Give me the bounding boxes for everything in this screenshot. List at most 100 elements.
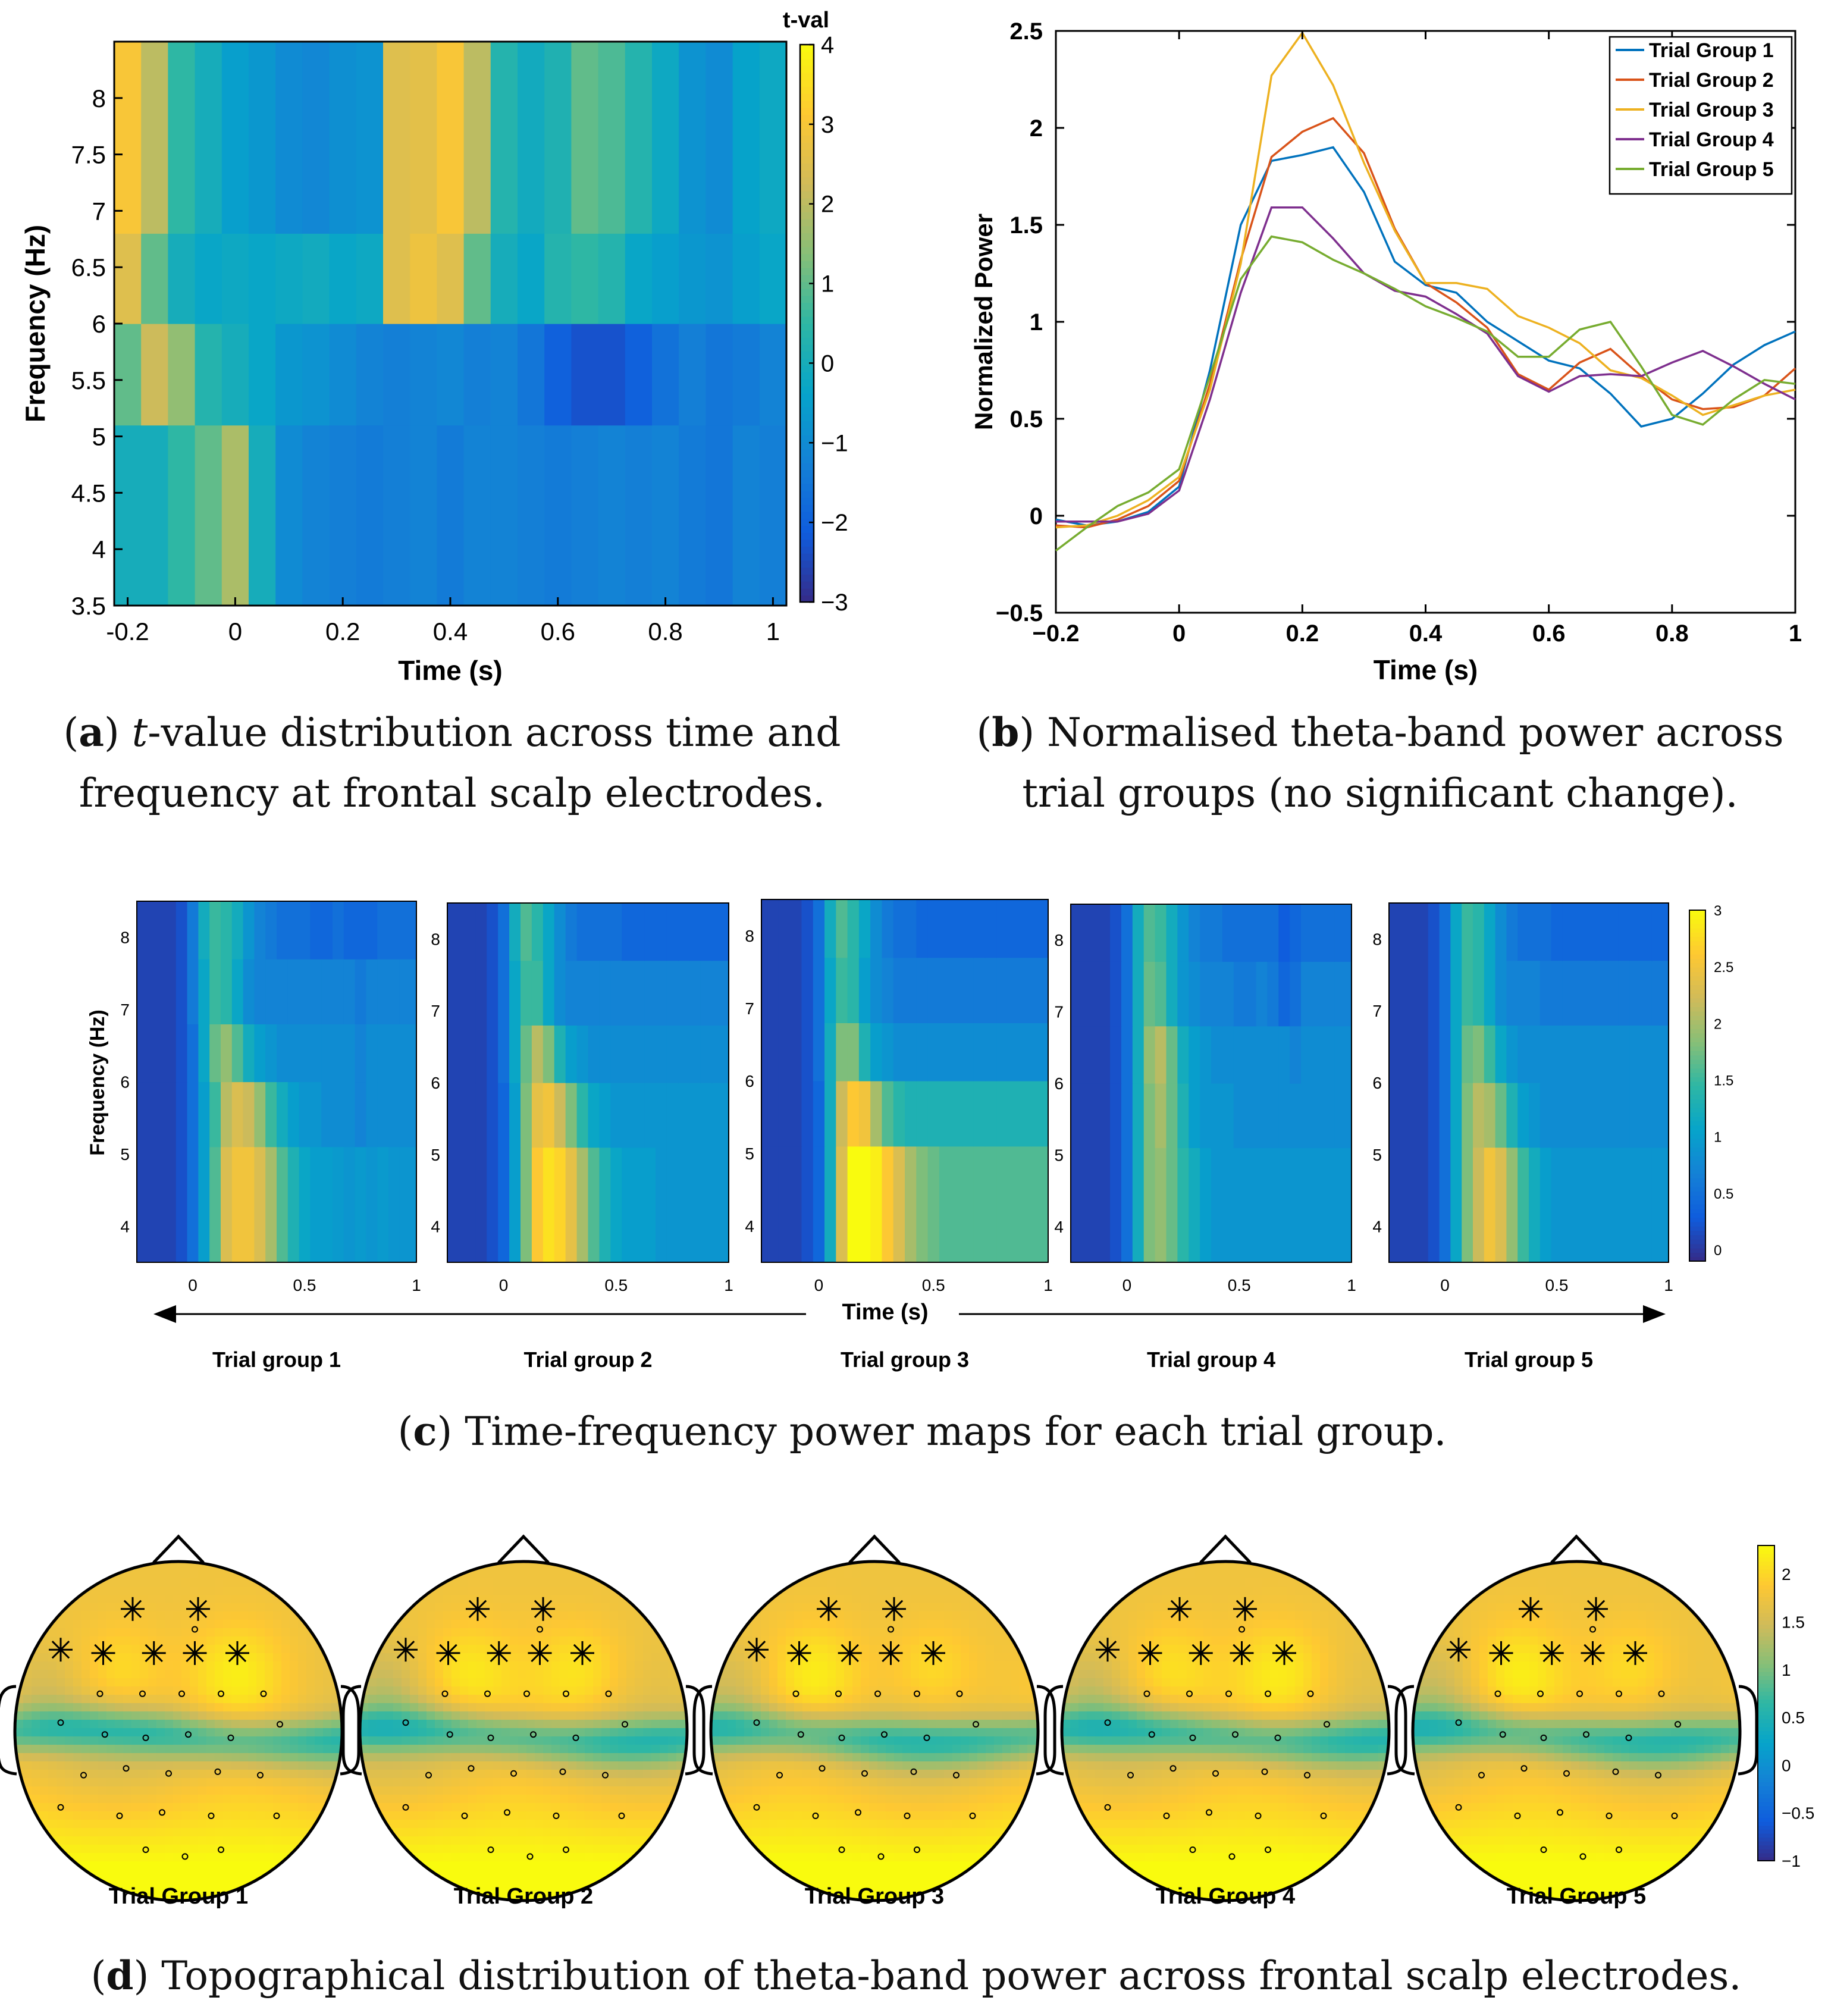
tf-cell	[1629, 1147, 1641, 1263]
tf-cell	[588, 960, 600, 1026]
topo-cell	[140, 1578, 149, 1587]
topo-cell	[273, 1611, 282, 1620]
topo-cell	[377, 1703, 385, 1712]
topo-cell	[106, 1587, 115, 1595]
tf-cell	[1076, 1147, 1088, 1263]
topo-cell	[377, 1795, 385, 1804]
topo-cell	[736, 1778, 745, 1787]
topo-cell	[510, 1587, 519, 1595]
topo-cell	[518, 1820, 527, 1829]
topo-cell	[777, 1778, 786, 1787]
topo-cell	[256, 1820, 265, 1829]
tf-cell	[599, 960, 611, 1026]
topo-cell	[198, 1611, 207, 1620]
tf-cell	[1629, 960, 1641, 1026]
topo-cell	[231, 1686, 240, 1695]
topo-cell	[986, 1770, 995, 1779]
topo-cell	[256, 1795, 265, 1804]
topo-cell	[576, 1853, 585, 1862]
tf-cell	[1484, 1147, 1496, 1263]
topo-cell	[215, 1628, 224, 1637]
tf-cell	[1087, 904, 1099, 962]
topo-cell	[476, 1753, 485, 1762]
topo-cell	[173, 1587, 182, 1595]
topo-cell	[418, 1828, 427, 1837]
topo-cell	[535, 1720, 544, 1729]
tf-cell	[916, 1146, 929, 1263]
topo-cell	[969, 1695, 978, 1704]
topo-cell	[427, 1670, 435, 1679]
topo-cell	[852, 1620, 861, 1629]
topo-cell	[315, 1678, 324, 1687]
topo-cell	[198, 1811, 207, 1820]
topo-cell	[48, 1628, 57, 1637]
topo-cell	[752, 1628, 761, 1637]
topo-cell	[485, 1736, 494, 1745]
topo-cell	[560, 1578, 569, 1587]
y-tick-label: 8	[1372, 930, 1382, 948]
tf-cell	[790, 957, 802, 1023]
topo-cell	[618, 1645, 627, 1654]
topo-cell	[610, 1611, 619, 1620]
topo-cell	[240, 1653, 249, 1662]
tf-cell	[1585, 1025, 1597, 1083]
topo-cell	[786, 1703, 795, 1712]
topo-cell	[618, 1670, 627, 1679]
topo-cell	[281, 1795, 290, 1804]
topo-cell	[986, 1645, 995, 1654]
tf-cell	[1417, 1147, 1429, 1263]
topo-cell	[131, 1820, 140, 1829]
topo-cell	[418, 1795, 427, 1804]
topo-cell	[476, 1736, 485, 1745]
topo-cell	[206, 1878, 215, 1887]
topo-cell	[761, 1703, 770, 1712]
colorbar-segment	[1689, 967, 1705, 973]
tf-cell	[790, 1023, 802, 1081]
topo-cell	[777, 1695, 786, 1704]
tf-cell	[1473, 1147, 1485, 1263]
topo-cell	[811, 1778, 820, 1787]
topo-cell	[543, 1886, 552, 1895]
topo-cell	[526, 1678, 535, 1687]
topo-cell	[1019, 1778, 1028, 1787]
topo-cell	[626, 1803, 635, 1812]
topo-cell	[181, 1587, 190, 1595]
tf-cell	[1019, 1023, 1031, 1081]
topo-cell	[719, 1686, 728, 1695]
colorbar-segment	[1689, 1208, 1705, 1214]
tf-cell	[644, 903, 656, 961]
tf-cell	[410, 1146, 417, 1263]
topo-cell	[719, 1678, 728, 1687]
topo-cell	[427, 1803, 435, 1812]
topo-cell	[435, 1803, 444, 1812]
topo-cell	[643, 1778, 652, 1787]
topo-cell	[518, 1720, 527, 1729]
tf-cell	[813, 899, 825, 958]
topo-cell	[786, 1811, 795, 1820]
topo-cell	[98, 1611, 107, 1620]
topo-cell	[65, 1711, 74, 1720]
topo-cell	[198, 1753, 207, 1762]
colorbar-segment	[800, 595, 814, 603]
tf-cell	[299, 1024, 311, 1083]
topo-cell	[443, 1628, 452, 1637]
topo-cell	[501, 1603, 510, 1612]
topo-cell	[123, 1653, 132, 1662]
topo-cell	[568, 1661, 577, 1670]
tf-cell	[576, 1025, 589, 1083]
topo-cell	[961, 1611, 970, 1620]
colorbar-segment	[800, 532, 814, 540]
topo-cell	[48, 1820, 57, 1829]
tf-cell	[610, 960, 622, 1026]
topo-cell	[90, 1753, 99, 1762]
topo-cell	[919, 1578, 928, 1587]
topo-cell	[886, 1695, 895, 1704]
topo-cell	[819, 1620, 828, 1629]
colorbar-segment	[800, 218, 814, 227]
topo-cell	[460, 1587, 469, 1595]
topo-cell	[643, 1786, 652, 1795]
topo-cell	[535, 1745, 544, 1754]
topo-cell	[476, 1836, 485, 1845]
topo-cell	[435, 1611, 444, 1620]
tf-cell	[1076, 1026, 1088, 1084]
